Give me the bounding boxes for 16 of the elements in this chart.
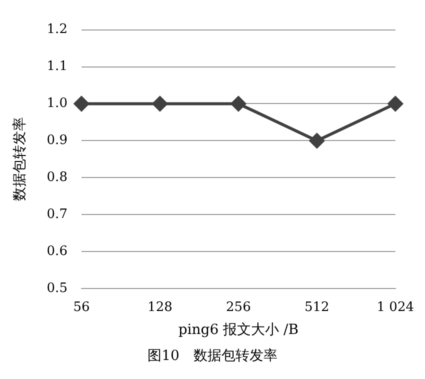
y-axis-title: 数据包转发率 bbox=[12, 117, 28, 202]
y-tick-label: 1.0 bbox=[46, 96, 68, 112]
y-tick-label: 0.8 bbox=[46, 170, 68, 186]
x-tick-label: 56 bbox=[73, 300, 90, 315]
x-tick-label: 1 024 bbox=[376, 300, 414, 315]
caption: 图10 数据包转发率 bbox=[146, 347, 278, 365]
y-tick-label: 0.6 bbox=[46, 244, 68, 260]
y-tick-label: 0.9 bbox=[46, 133, 68, 148]
y-tick-label: 0.5 bbox=[46, 280, 68, 296]
y-tick-label: 0.7 bbox=[46, 207, 68, 222]
x-tick-label: 256 bbox=[226, 300, 251, 315]
x-tick-label: 512 bbox=[304, 300, 330, 315]
x-axis-title: ping6 报文大小 /B bbox=[178, 322, 299, 338]
y-tick-label: 1.1 bbox=[46, 59, 68, 74]
x-tick-label: 128 bbox=[148, 300, 172, 315]
y-tick-label: 1.2 bbox=[46, 22, 68, 38]
